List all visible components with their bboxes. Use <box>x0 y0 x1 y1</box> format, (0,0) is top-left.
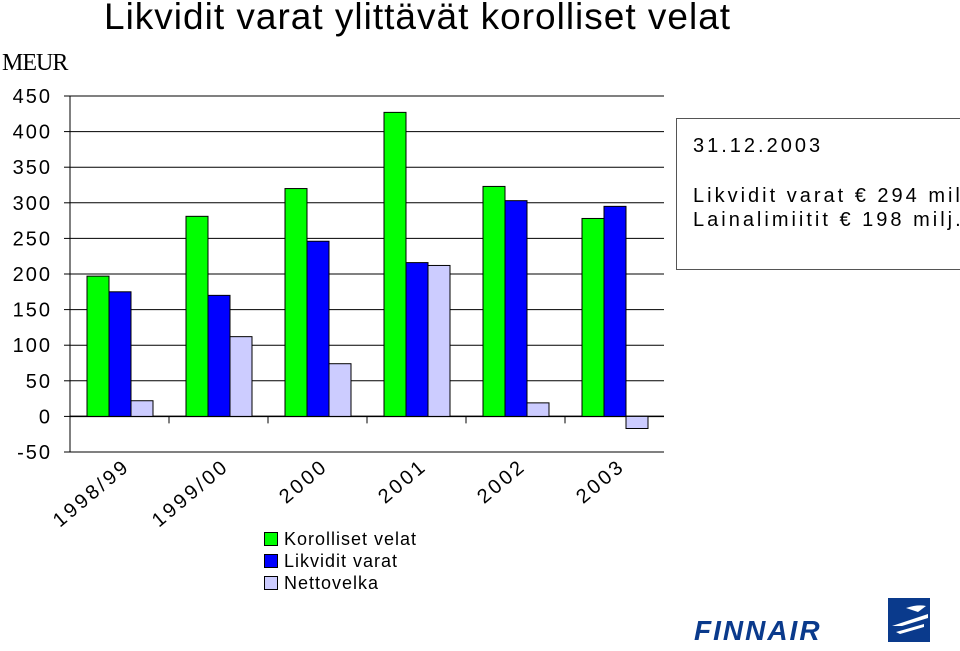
legend-item: Korolliset velat <box>264 528 417 550</box>
finnair-logo: FINNAIR <box>692 596 942 646</box>
y-tick-label: 450 <box>13 86 52 108</box>
legend-swatch-korolliset <box>264 532 278 546</box>
bar-likvidit-varat <box>603 205 627 417</box>
bar-nettovelka <box>526 402 550 417</box>
info-credit-limits: Lainalimiitit € 198 milj. <box>693 209 960 231</box>
x-tick-label: 1998/99 <box>49 455 135 532</box>
bar-korolliset-velat <box>383 111 407 417</box>
bar-likvidit-varat <box>108 291 132 417</box>
chart-title: Likvidit varat ylittävät korolliset vela… <box>104 0 732 37</box>
y-axis-unit: MEUR <box>2 50 68 76</box>
bar-nettovelka <box>328 363 352 417</box>
bar-nettovelka <box>427 264 451 417</box>
y-tick-label: 0 <box>39 406 52 428</box>
legend-item: Nettovelka <box>264 572 417 594</box>
bar-korolliset-velat <box>482 185 506 417</box>
info-liquid-assets: Likvidit varat € 294 milj <box>693 185 960 207</box>
legend-label: Korolliset velat <box>284 528 418 549</box>
finnair-logo-emblem <box>888 598 930 642</box>
y-tick-label: 400 <box>13 122 52 144</box>
legend-item: Likvidit varat <box>264 550 417 572</box>
info-box: 31.12.2003 Likvidit varat € 294 milj Lai… <box>676 118 960 270</box>
y-tick-label: 150 <box>13 300 52 322</box>
legend-swatch-likvidit <box>264 554 278 568</box>
bar-korolliset-velat <box>581 217 605 417</box>
y-tick-label: 100 <box>13 335 52 357</box>
x-tick-label: 2003 <box>572 455 629 508</box>
x-tick-label: 1999/00 <box>148 455 234 532</box>
finnair-logo-text: FINNAIR <box>694 615 822 646</box>
legend-swatch-nettovelka <box>264 576 278 590</box>
bar-likvidit-varat <box>306 240 330 417</box>
y-tick-label: 350 <box>13 157 52 179</box>
y-tick-label: -50 <box>17 442 52 464</box>
legend-label: Likvidit varat <box>284 550 399 571</box>
bar-nettovelka <box>229 336 253 417</box>
bar-nettovelka <box>130 400 154 417</box>
bar-korolliset-velat <box>86 275 110 417</box>
y-tick-label: 300 <box>13 193 52 215</box>
bar-korolliset-velat <box>185 215 209 417</box>
x-tick-label: 2002 <box>473 455 530 508</box>
y-tick-label: 200 <box>13 264 52 286</box>
info-date: 31.12.2003 <box>693 135 824 157</box>
legend: Korolliset velat Likvidit varat Nettovel… <box>264 528 417 594</box>
x-tick-label: 2000 <box>275 455 332 508</box>
y-tick-label: 250 <box>13 228 52 250</box>
legend-label: Nettovelka <box>284 572 380 593</box>
x-tick-label: 2001 <box>374 455 431 508</box>
bar-likvidit-varat <box>207 294 231 417</box>
bar-korolliset-velat <box>284 188 308 417</box>
y-tick-label: 50 <box>26 371 52 393</box>
finnair-logo-graphic: FINNAIR <box>694 598 930 646</box>
bar-likvidit-varat <box>405 262 429 417</box>
bar-nettovelka <box>625 415 649 430</box>
bar-likvidit-varat <box>504 200 528 417</box>
